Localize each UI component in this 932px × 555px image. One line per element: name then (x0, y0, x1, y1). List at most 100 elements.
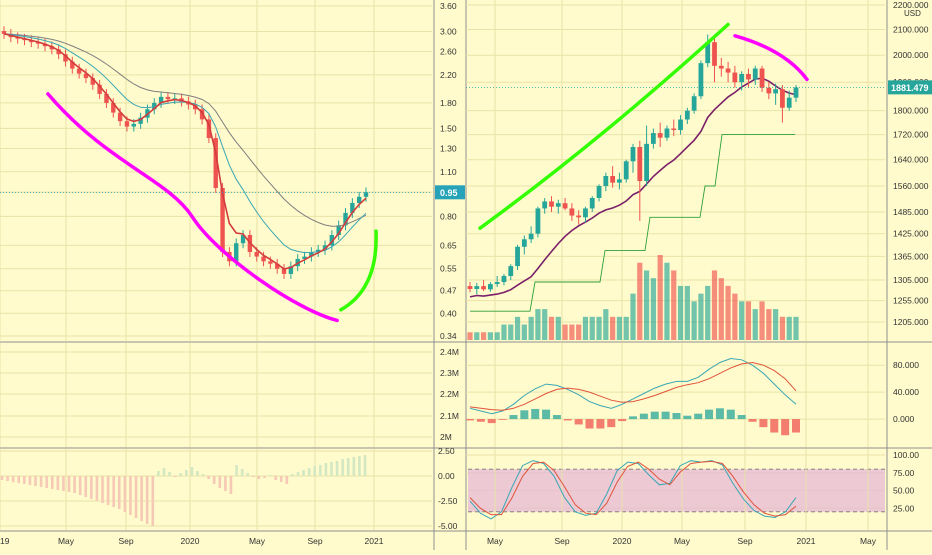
oscillator-bar (157, 471, 160, 476)
candle-body (746, 73, 751, 80)
oscillator-bar (224, 476, 227, 491)
macd-histogram-bar (531, 408, 540, 420)
right-stoch-pane (466, 449, 885, 530)
candle-body (104, 93, 109, 103)
macd-histogram-bar (639, 413, 648, 420)
candle-body (487, 284, 493, 290)
volume-bar (773, 309, 779, 340)
axis-tick-label: 0.00 (438, 471, 455, 481)
candle-body (213, 138, 218, 188)
axis-tick-label: 75.00 (893, 468, 915, 478)
volume-bar (677, 285, 684, 340)
axis-tick-label: 1.80 (440, 98, 457, 108)
candle-body (467, 286, 473, 289)
oscillator-bar (218, 476, 222, 488)
candle-body (684, 110, 690, 120)
candle-body (521, 239, 527, 247)
oscillator-bar (11, 476, 15, 482)
oscillator-bar (352, 457, 356, 476)
candle-body (793, 87, 799, 98)
axis-tick-label: 2.1M (440, 411, 459, 421)
macd-histogram-bar (694, 413, 703, 420)
candle-body (555, 203, 561, 207)
macd-histogram-bar (509, 415, 518, 420)
volume-bar (643, 270, 650, 340)
candle-body (356, 196, 362, 204)
magenta-trendline (46, 92, 339, 323)
candle-body (678, 119, 683, 131)
axis-tick-label: 2100.000 (893, 24, 929, 34)
candle-body (206, 119, 212, 139)
time-tick-label: 2020 (181, 536, 200, 546)
macd-histogram-bar (726, 409, 735, 420)
axis-tick-label: 3.00 (440, 26, 457, 36)
candle-body (576, 215, 582, 218)
axis-tick-label: 3.60 (440, 1, 457, 11)
right-volume-bars (467, 255, 799, 340)
macd-histogram-bar (520, 410, 529, 420)
axis-tick-label: 40.000 (893, 387, 919, 397)
volume-bar (569, 324, 575, 340)
candle-body (562, 203, 568, 209)
volume-bar (745, 301, 752, 340)
left-oscillator-pane (0, 449, 432, 530)
candle-body (56, 49, 61, 55)
time-tick-label: May (249, 536, 266, 546)
left-price-pane (0, 0, 432, 341)
time-tick-label: 2020 (613, 536, 632, 546)
candle-body (644, 143, 649, 181)
oscillator-bar (73, 476, 76, 493)
axis-tick-label: 2000.000 (893, 50, 929, 60)
candle-body (1, 31, 7, 34)
volume-bar (637, 262, 643, 340)
macd-histogram-bar (661, 411, 670, 420)
candle-body (569, 208, 575, 216)
oscillator-bar (335, 461, 339, 476)
volume-bar (766, 309, 772, 340)
oscillator-bar (341, 459, 344, 476)
candle-body (83, 73, 89, 79)
candle-body (657, 133, 663, 138)
candle-body (494, 282, 500, 285)
candle-body (138, 117, 143, 124)
candle-body (650, 133, 656, 144)
volume-bar (725, 285, 731, 340)
volume-bar (705, 285, 711, 340)
macd-histogram-bar (781, 419, 790, 436)
macd-histogram-bar (629, 416, 637, 420)
volume-bar (684, 285, 690, 340)
macd-histogram-bar (672, 413, 681, 420)
axis-tick-label: 1485.000 (893, 207, 929, 217)
volume-bar (779, 316, 786, 340)
candle-body (322, 245, 328, 250)
candle-body (158, 96, 164, 103)
candle-body (773, 89, 779, 94)
axis-tick-label: 2.2M (440, 389, 459, 399)
oscillator-bar (39, 476, 43, 487)
time-tick-label: May (860, 536, 877, 546)
time-tick-label: May (674, 536, 691, 546)
volume-bar (671, 270, 677, 340)
candle-body (691, 96, 697, 111)
candle-body (220, 187, 225, 252)
candle-body (718, 65, 724, 69)
candle-body (111, 102, 116, 113)
macd-histogram-bar (542, 409, 551, 420)
volume-bar (494, 332, 500, 340)
left-price-axis: 3.60 3.00 2.60 2.20 1.80 1.50 1.30 1.10 0.80 0.65… (435, 1, 465, 341)
candle-body (664, 128, 670, 138)
volume-bar (508, 324, 514, 340)
volume-bar (759, 301, 765, 340)
oscillator-bar (302, 470, 305, 476)
axis-tick-label: 1.30 (440, 143, 457, 153)
volume-bar (555, 316, 561, 340)
candle-body (603, 175, 609, 187)
candle-body (117, 112, 123, 122)
candle-body (528, 233, 534, 240)
oscillator-bar (307, 468, 311, 476)
candle-body (725, 68, 731, 73)
axis-tick-label: 50.00 (893, 486, 915, 496)
oscillator-bar (45, 476, 48, 488)
